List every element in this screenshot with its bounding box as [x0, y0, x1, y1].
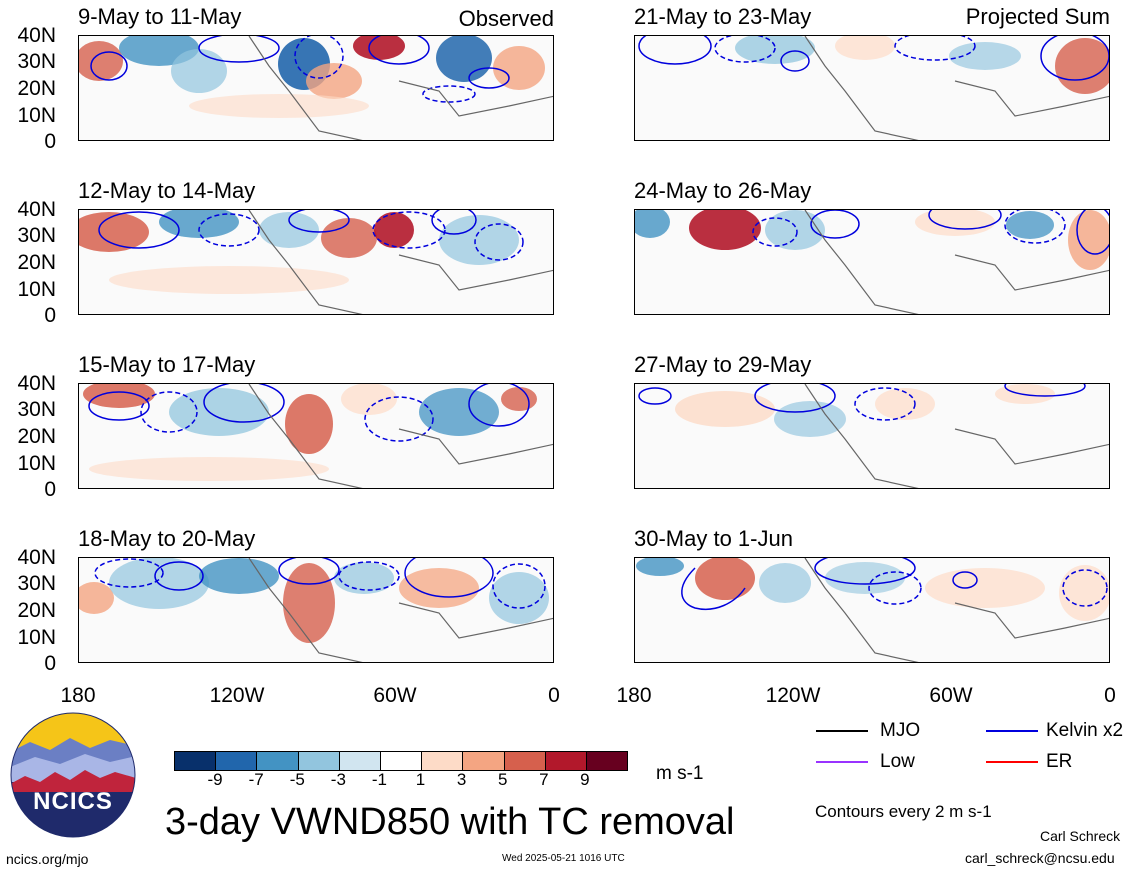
footer-url[interactable]: ncics.org/mjo: [6, 851, 89, 867]
map-panel: [78, 557, 554, 663]
lat-label: 30N: [17, 50, 56, 73]
legend-label-er: ER: [1046, 751, 1073, 772]
lat-label: 40N: [17, 198, 56, 221]
colorbar-swatch: [298, 752, 340, 770]
colorbar-swatch: [257, 752, 299, 770]
logo-icon: [10, 712, 136, 838]
map-svg: [638, 384, 1109, 488]
colorbar-swatch: [586, 752, 628, 770]
footer-author: Carl Schreck: [1040, 828, 1121, 844]
panel-title: 24-May to 26-May: [634, 178, 812, 203]
colorbar-swatch: [175, 752, 217, 770]
lon-label: 0: [1104, 684, 1116, 707]
lon-label: 60W: [929, 684, 973, 707]
panel-title: 18-May to 20-May: [78, 526, 256, 551]
colorbar-tick-label: 9: [580, 770, 590, 789]
panel-title: 30-May to 1-Jun: [634, 526, 793, 551]
colorbar-swatch: [339, 752, 381, 770]
lat-label: 10N: [17, 278, 56, 301]
lon-label: 120W: [765, 684, 821, 707]
map-svg: [79, 210, 553, 314]
lat-label: 20N: [17, 425, 56, 448]
panel-title: 9-May to 11-May: [78, 4, 242, 29]
colorbar-swatch: [463, 752, 505, 770]
lat-label: 0: [44, 652, 56, 675]
logo-text: NCICS: [33, 788, 113, 815]
lat-label: 20N: [17, 77, 56, 100]
lat-label: 30N: [17, 224, 56, 247]
footer-timestamp: Wed 2025-05-21 1016 UTC: [502, 853, 625, 864]
lat-label: 0: [44, 478, 56, 501]
panel-title: 21-May to 23-May: [634, 4, 812, 29]
colorbar-tick-label: 7: [539, 770, 549, 789]
colorbar-tick-label: 3: [456, 770, 467, 789]
colorbar-swatch: [504, 752, 546, 770]
colorbar: [174, 751, 628, 771]
footer-email[interactable]: carl_schreck@ncsu.edu: [965, 850, 1115, 866]
map-svg: [638, 36, 1109, 140]
map-panel: [78, 209, 554, 315]
lon-label: 0: [548, 684, 560, 707]
map-panel: [634, 557, 1110, 663]
main-title: 3-day VWND850 with TC removal: [165, 801, 735, 843]
colorbar-swatch: [216, 752, 258, 770]
legend-line-mjo: [816, 730, 868, 732]
lat-label: 20N: [17, 599, 56, 622]
contour-note: Contours every 2 m s-1: [815, 802, 992, 821]
lat-label: 10N: [17, 452, 56, 475]
lat-label: 30N: [17, 398, 56, 421]
map-svg: [83, 384, 553, 488]
panel-title: 15-May to 17-May: [78, 352, 256, 377]
colorbar-tick-label: 1: [415, 770, 426, 789]
map-panel: [634, 35, 1110, 141]
colorbar-swatch: [380, 752, 423, 770]
map-svg: [636, 558, 1109, 662]
lat-label: 10N: [17, 104, 56, 127]
colorbar-unit: m s-1: [656, 763, 704, 784]
colorbar-tick-label: 5: [497, 770, 508, 789]
legend-line-kelvin: [986, 730, 1038, 732]
map-panel: [634, 383, 1110, 489]
lat-label: 0: [44, 130, 56, 153]
colorbar-swatch: [545, 752, 587, 770]
lat-label: 30N: [17, 572, 56, 595]
colorbar-tick-label: -5: [289, 770, 305, 789]
colorbar-tick-label: -7: [248, 770, 264, 789]
observed-label: Observed: [458, 6, 554, 31]
map-svg: [635, 210, 1109, 314]
map-panel: [634, 209, 1110, 315]
lat-label: 40N: [17, 24, 56, 47]
lon-label: 120W: [209, 684, 265, 707]
legend-label-mjo: MJO: [880, 720, 921, 741]
lon-label: 60W: [373, 684, 417, 707]
lat-label: 10N: [17, 626, 56, 649]
map-svg: [79, 558, 553, 662]
map-panel: [78, 383, 554, 489]
legend-label-low: Low: [880, 751, 915, 772]
lat-label: 20N: [17, 251, 56, 274]
lat-label: 40N: [17, 372, 56, 395]
colorbar-tick-label: -3: [330, 770, 346, 789]
panel-title: 12-May to 14-May: [78, 178, 256, 203]
colorbar-swatch: [422, 752, 464, 770]
legend-line-low: [816, 761, 868, 763]
colorbar-tick-label: -9: [207, 770, 223, 789]
lon-label: 180: [616, 684, 652, 707]
legend-label-kelvin: Kelvin x2: [1046, 720, 1124, 741]
ncics-logo: NCICS: [10, 712, 136, 838]
map-panel: [78, 35, 554, 141]
lat-label: 0: [44, 304, 56, 327]
map-svg: [79, 36, 553, 140]
projected-label: Projected Sum: [965, 4, 1110, 29]
colorbar-tick-label: -1: [371, 770, 388, 789]
lon-label: 180: [60, 684, 96, 707]
legend-line-er: [986, 761, 1038, 763]
lat-label: 40N: [17, 546, 56, 569]
panel-title: 27-May to 29-May: [634, 352, 812, 377]
